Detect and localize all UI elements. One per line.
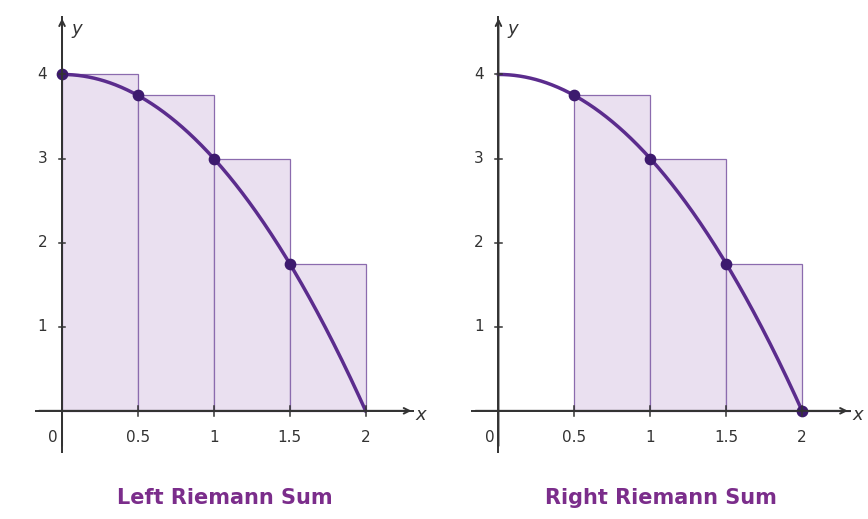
Text: 1: 1 (646, 430, 655, 445)
Bar (727, 264, 802, 411)
Point (795, 407, 809, 415)
Bar (290, 264, 365, 411)
Text: 0.5: 0.5 (126, 430, 150, 445)
Text: 3: 3 (474, 151, 483, 166)
Text: 4: 4 (37, 67, 47, 82)
Point (207, 154, 220, 162)
Point (131, 91, 145, 100)
Point (720, 260, 733, 268)
Text: y: y (71, 20, 82, 38)
Bar (214, 158, 290, 411)
Bar (575, 95, 650, 411)
Text: 0.5: 0.5 (562, 430, 587, 445)
Text: 3: 3 (37, 151, 47, 166)
Text: 2: 2 (474, 235, 483, 250)
Bar (650, 158, 727, 411)
Text: 1: 1 (37, 319, 47, 334)
Text: 1.5: 1.5 (278, 430, 302, 445)
Text: 1: 1 (209, 430, 219, 445)
Text: 2: 2 (797, 430, 807, 445)
Point (55, 70, 69, 78)
Bar (138, 95, 214, 411)
Point (283, 260, 297, 268)
Text: 2: 2 (37, 235, 47, 250)
Bar (62, 74, 138, 411)
Text: y: y (508, 20, 518, 38)
Text: 0: 0 (48, 430, 58, 445)
Point (568, 91, 582, 100)
Point (643, 154, 657, 162)
Text: 1.5: 1.5 (714, 430, 738, 445)
Text: x: x (852, 406, 863, 424)
Text: 1: 1 (474, 319, 483, 334)
Text: 0: 0 (484, 430, 494, 445)
Text: Left Riemann Sum: Left Riemann Sum (116, 488, 332, 508)
Text: 2: 2 (361, 430, 371, 445)
Text: x: x (416, 406, 426, 424)
Text: Right Riemann Sum: Right Riemann Sum (545, 488, 777, 508)
Text: 4: 4 (474, 67, 483, 82)
